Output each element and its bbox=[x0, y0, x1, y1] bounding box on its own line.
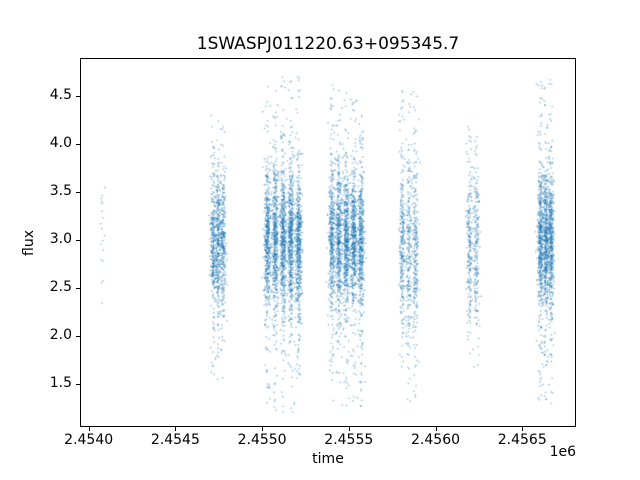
y-tick-mark bbox=[76, 240, 80, 242]
x-tick-mark bbox=[348, 427, 350, 431]
x-axis-label: time bbox=[312, 451, 344, 467]
y-tick-label: 3.0 bbox=[49, 231, 72, 248]
x-tick-label: 2.4555 bbox=[324, 432, 374, 448]
y-tick-label: 4.0 bbox=[49, 135, 72, 152]
x-tick-mark bbox=[88, 427, 90, 431]
y-tick-mark bbox=[76, 96, 80, 98]
y-tick-label: 2.0 bbox=[49, 326, 72, 343]
y-tick-mark bbox=[76, 288, 80, 290]
y-tick-label: 1.5 bbox=[49, 374, 72, 391]
x-tick-mark bbox=[175, 427, 177, 431]
y-tick-mark bbox=[76, 383, 80, 385]
y-tick-label: 3.5 bbox=[49, 183, 72, 200]
x-tick-label: 2.4565 bbox=[497, 432, 547, 448]
y-tick-mark bbox=[76, 192, 80, 194]
y-tick-label: 4.5 bbox=[49, 87, 72, 104]
x-axis-offset-label: 1e6 bbox=[549, 444, 576, 460]
x-tick-label: 2.4540 bbox=[64, 432, 114, 448]
x-tick-label: 2.4560 bbox=[411, 432, 461, 448]
x-tick-label: 2.4545 bbox=[150, 432, 200, 448]
x-tick-mark bbox=[435, 427, 437, 431]
x-tick-mark bbox=[262, 427, 264, 431]
chart-title: 1SWASPJ011220.63+095345.7 bbox=[196, 34, 460, 54]
scatter-canvas bbox=[81, 59, 577, 428]
x-tick-mark bbox=[522, 427, 524, 431]
y-tick-mark bbox=[76, 144, 80, 146]
y-tick-mark bbox=[76, 335, 80, 337]
y-tick-label: 2.5 bbox=[49, 279, 72, 296]
x-tick-label: 2.4550 bbox=[237, 432, 287, 448]
plot-area bbox=[80, 58, 577, 428]
